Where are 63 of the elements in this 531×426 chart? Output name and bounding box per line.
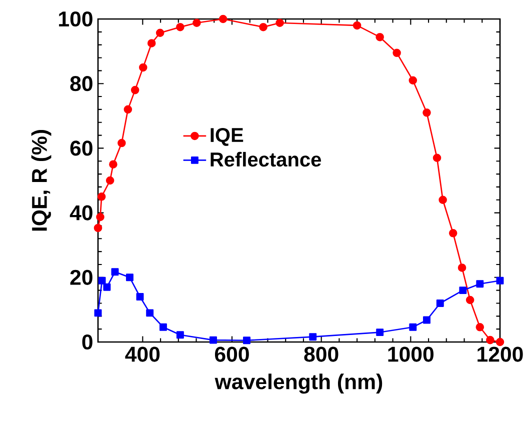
point (159, 323, 167, 331)
x-axis-title: wavelength (nm) (214, 374, 382, 394)
point (176, 22, 184, 32)
point (408, 76, 418, 85)
point (97, 192, 106, 201)
point (276, 18, 284, 28)
point (476, 280, 484, 288)
point (243, 336, 250, 344)
point (476, 323, 484, 332)
point (376, 32, 384, 42)
point (392, 48, 401, 58)
point (432, 154, 442, 162)
x-tick-label: 1200 (478, 346, 523, 362)
point (409, 323, 417, 331)
point (136, 293, 144, 301)
point (156, 28, 164, 38)
point (422, 108, 431, 117)
point (192, 18, 201, 28)
legend-label: Reflectance (210, 152, 322, 167)
point (459, 286, 467, 294)
point (109, 160, 118, 168)
point (147, 39, 156, 48)
point (486, 336, 494, 344)
point (103, 283, 111, 291)
point (94, 224, 102, 232)
point (138, 63, 148, 72)
point (130, 86, 140, 94)
point (496, 338, 504, 346)
point (210, 336, 217, 344)
point (146, 309, 154, 317)
y-tick-label: 0 (82, 334, 92, 350)
x-tick-label: 1000 (388, 346, 434, 362)
point (96, 212, 104, 222)
x-tick-label: 800 (304, 346, 338, 362)
point (218, 14, 228, 24)
y-tick-label: 40 (70, 205, 92, 220)
point (423, 316, 430, 324)
point (124, 105, 132, 114)
x-tick-label: 400 (125, 346, 160, 362)
point (94, 309, 102, 317)
point (98, 276, 106, 284)
point (111, 268, 119, 276)
point (376, 328, 384, 336)
y-axis-title: IQE, R (%) (31, 130, 52, 231)
point (496, 276, 504, 284)
legend-label: IQE (210, 128, 244, 146)
point (436, 300, 444, 307)
point (259, 22, 268, 32)
y-tick-label: 100 (59, 11, 92, 27)
point (438, 196, 447, 204)
point (118, 138, 126, 148)
point (106, 176, 114, 185)
point (458, 264, 466, 272)
y-tick-label: 20 (70, 270, 92, 285)
point (466, 296, 474, 304)
y-tick-label: 60 (70, 140, 92, 156)
x-tick-label: 600 (214, 346, 249, 362)
point (448, 229, 458, 238)
y-tick-label: 80 (70, 76, 92, 92)
point (309, 333, 317, 341)
point (176, 331, 184, 339)
point (126, 274, 134, 282)
point (352, 21, 362, 30)
